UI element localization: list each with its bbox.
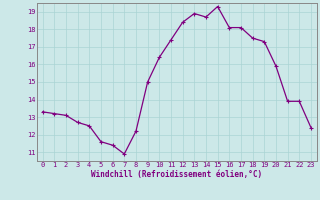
X-axis label: Windchill (Refroidissement éolien,°C): Windchill (Refroidissement éolien,°C) [91, 170, 262, 179]
